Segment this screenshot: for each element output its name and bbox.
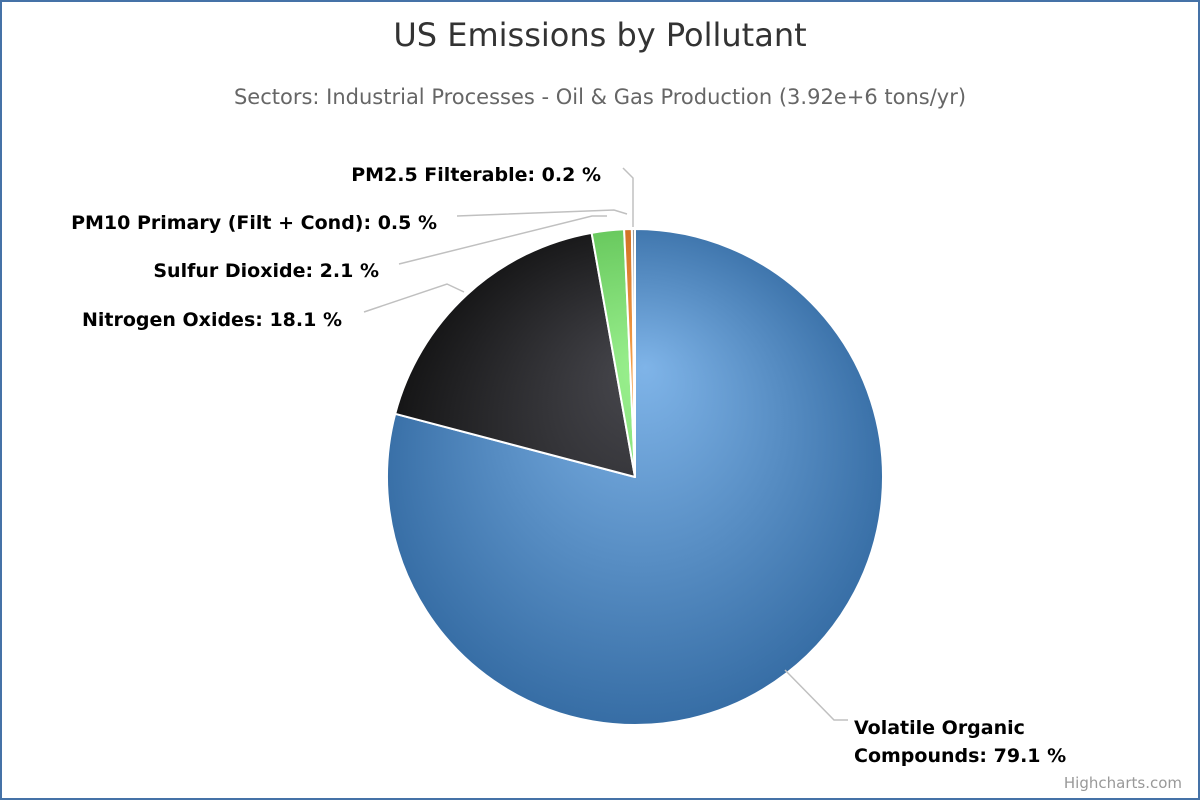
connector-pm10-primary-filt-cond — [456, 209, 628, 217]
connector-nitrogen-oxides — [363, 283, 465, 313]
pie-slice-pm2-5-filterable[interactable] — [630, 228, 636, 478]
pie-slice-volatile-organic-compounds[interactable] — [386, 228, 884, 726]
connector-volatile-organic-compounds — [784, 669, 848, 721]
connector-pm2-5-filterable — [622, 167, 634, 227]
chart-title: US Emissions by Pollutant — [393, 16, 807, 54]
connector-sulfur-dioxide — [398, 215, 607, 265]
chart-subtitle: Sectors: Industrial Processes - Oil & Ga… — [233, 85, 967, 109]
slice-labels: Volatile Organic Compounds: 79.1 % Nitroge… — [71, 164, 1066, 767]
pie-slice-nitrogen-oxides[interactable] — [394, 231, 636, 478]
credits-link[interactable]: Highcharts.com — [1063, 774, 1182, 792]
label-volatile-organic-compounds: Volatile Organic Compounds: 79.1 % — [854, 717, 1066, 767]
label-pm2-5-filterable: PM2.5 Filterable: 0.2 % — [351, 164, 601, 186]
label-nitrogen-oxides: Nitrogen Oxides: 18.1 % — [82, 309, 342, 331]
label-sulfur-dioxide: Sulfur Dioxide: 2.1 % — [153, 260, 379, 282]
label-connectors — [363, 167, 848, 721]
pie-slices — [386, 228, 884, 726]
label-pm10-primary-filt-cond: PM10 Primary (Filt + Cond): 0.5 % — [71, 212, 437, 234]
